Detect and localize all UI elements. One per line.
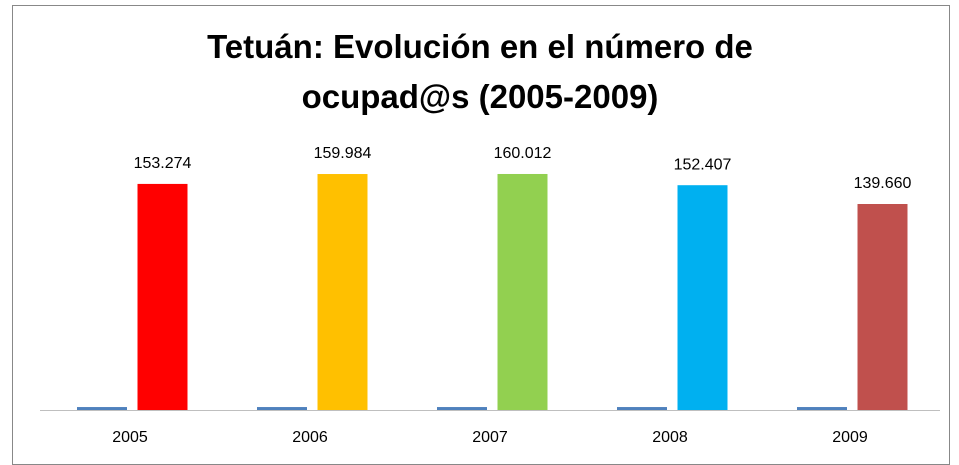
value-label: 160.012 xyxy=(494,145,552,162)
x-tick-label: 2006 xyxy=(292,429,328,446)
value-label: 159.984 xyxy=(314,145,372,162)
x-tick-label: 2007 xyxy=(472,429,508,446)
bar xyxy=(497,173,548,410)
bar xyxy=(317,174,368,410)
value-label: 139.660 xyxy=(854,175,912,192)
x-tick-label: 2005 xyxy=(112,429,148,446)
bar xyxy=(437,407,487,410)
x-tick-label: 2009 xyxy=(832,429,868,446)
bar xyxy=(677,185,728,410)
x-tick-label: 2008 xyxy=(652,429,688,446)
value-label: 152.407 xyxy=(674,156,732,173)
bar xyxy=(77,407,127,410)
bar xyxy=(857,204,908,410)
value-label: 153.274 xyxy=(134,155,192,172)
bar xyxy=(617,407,667,410)
chart-title: Tetuán: Evolución en el número de ocupad… xyxy=(207,28,753,115)
bar xyxy=(137,183,188,410)
bar xyxy=(257,407,307,410)
bar xyxy=(797,407,847,410)
